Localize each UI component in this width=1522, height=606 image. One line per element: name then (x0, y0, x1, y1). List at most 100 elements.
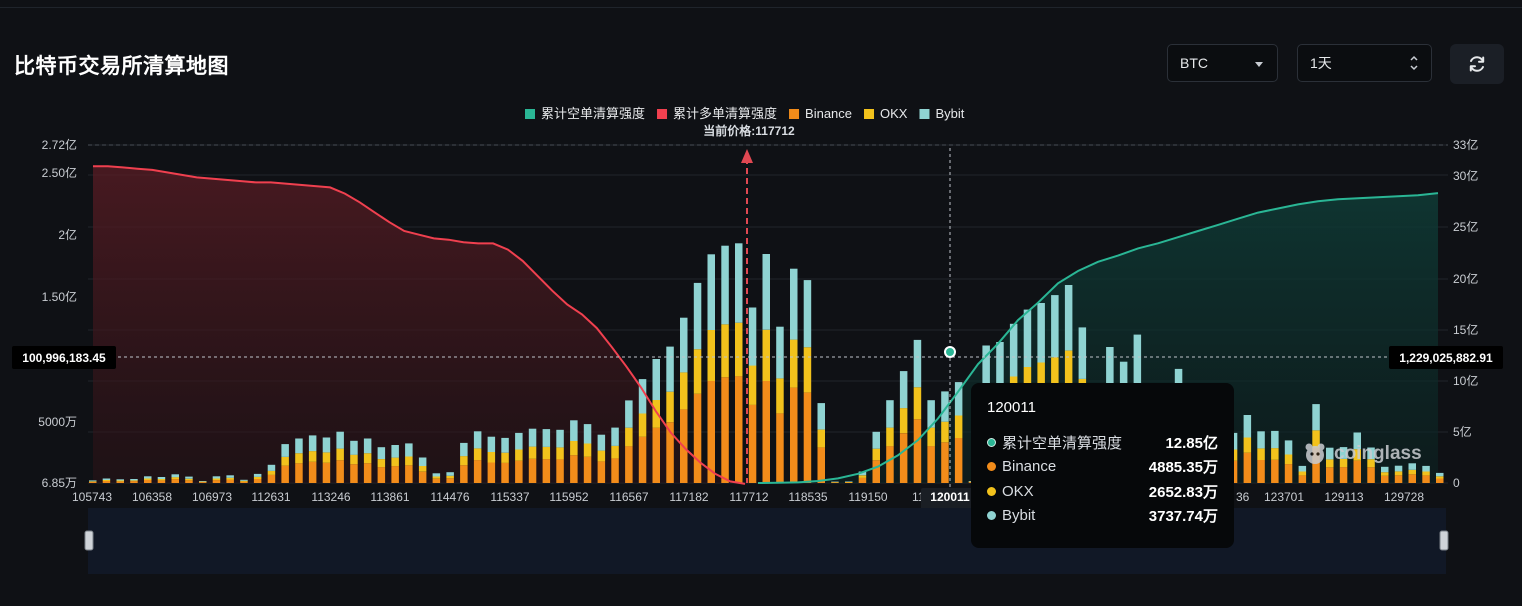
bar-okx (446, 475, 454, 479)
watermark-text: coinglass (1334, 443, 1422, 464)
bar-binance (1422, 475, 1430, 483)
bar-binance (556, 459, 564, 483)
bar-binance (446, 478, 454, 483)
bar-bybit (707, 254, 715, 330)
bar-binance (913, 419, 922, 483)
bar-okx (1312, 430, 1320, 448)
tooltip-row-okx: OKX 2652.83万 (987, 479, 1218, 504)
bar-okx (1298, 471, 1307, 476)
bar-okx (1243, 437, 1252, 453)
bar-binance (762, 381, 770, 483)
refresh-button[interactable] (1450, 44, 1504, 84)
legend-swatch (789, 109, 800, 119)
bar-binance (941, 442, 949, 483)
chevron-down-icon (1255, 62, 1263, 67)
bar-bybit (487, 436, 496, 452)
bar-okx (954, 415, 963, 438)
y-left-tick-label: 2亿 (58, 227, 77, 242)
bar-bybit (515, 432, 523, 450)
bar-binance (418, 471, 427, 483)
x-tick-label: 115952 (549, 490, 588, 504)
bar-binance (144, 480, 152, 483)
bar-binance (790, 387, 798, 483)
bar-okx (322, 452, 331, 463)
bar-okx (253, 476, 262, 479)
bar-okx (556, 447, 564, 460)
bar-bybit (666, 346, 674, 392)
bar-bybit (790, 268, 798, 340)
bar-okx (625, 427, 633, 447)
y-left-tick-label: 2.50亿 (42, 165, 77, 180)
bar-bybit (130, 479, 138, 481)
bar-binance (652, 427, 660, 483)
bar-bybit (185, 476, 193, 479)
bar-binance (638, 436, 647, 483)
bar-okx (790, 339, 798, 388)
bar-okx (583, 443, 592, 457)
bar-bybit (391, 445, 399, 458)
crosshair-right-tag (1389, 346, 1503, 369)
bar-okx (528, 446, 537, 459)
y-right-tick-label: 5亿 (1453, 424, 1472, 439)
bar-okx (144, 478, 152, 480)
symbol-select[interactable]: BTC (1167, 44, 1278, 82)
bar-bybit (89, 480, 97, 482)
bar-bybit (363, 438, 372, 454)
tooltip-label: OKX (1002, 482, 1034, 500)
bar-bybit (817, 403, 825, 430)
bar-okx (1037, 362, 1045, 403)
bar-bybit (1243, 415, 1252, 438)
tooltip-value: 12.85亿 (1165, 434, 1218, 452)
bar-binance (1243, 452, 1252, 483)
bar-binance (831, 482, 839, 483)
bar-bybit (652, 359, 660, 400)
bar-binance (899, 433, 908, 483)
y-right-tick-label: 20亿 (1453, 271, 1478, 286)
current-price-label: 当前价格:117712 (703, 123, 795, 138)
bar-binance (1339, 467, 1348, 483)
bar-okx (762, 329, 770, 381)
bar-bybit (831, 481, 839, 483)
bar-okx (295, 453, 303, 464)
bar-binance (542, 459, 551, 483)
bar-bybit (1381, 466, 1389, 473)
bar-binance (350, 464, 358, 483)
legend-label: OKX (880, 106, 908, 121)
bar-okx (418, 465, 427, 472)
x-tick-label: 115337 (490, 490, 529, 504)
bar-binance (954, 438, 963, 483)
bar-bybit (721, 245, 729, 325)
bar-okx (776, 378, 784, 414)
bar-binance (226, 479, 234, 483)
bar-bybit (377, 447, 386, 459)
crosshair-point (944, 346, 956, 358)
bar-bybit (597, 434, 606, 451)
bar-okx (473, 448, 482, 461)
legend-label: 累计多单清算强度 (673, 106, 777, 121)
bar-binance (1436, 478, 1444, 483)
x-tick-label: 114476 (430, 490, 469, 504)
bar-bybit (1064, 285, 1073, 351)
bar-okx (350, 454, 358, 465)
bar-bybit (748, 307, 757, 366)
bar-bybit (295, 438, 303, 454)
long-cumulative-area (93, 166, 745, 484)
bar-okx (281, 457, 289, 466)
range-select[interactable]: 1天 (1297, 44, 1432, 82)
bar-bybit (1271, 430, 1279, 449)
legend-label: Bybit (935, 106, 964, 121)
bar-bybit (1339, 447, 1348, 459)
tooltip-value: 3737.74万 (1148, 508, 1218, 526)
bar-binance (391, 466, 399, 483)
bar-bybit (1394, 465, 1403, 472)
bar-okx (858, 475, 867, 478)
bar-okx (831, 482, 839, 483)
bar-bybit (693, 282, 702, 350)
bar-okx (226, 477, 234, 480)
bar-binance (1326, 467, 1334, 483)
page-title: 比特币交易所清算地图 (14, 55, 229, 78)
bar-bybit (1284, 440, 1293, 455)
bar-okx (707, 330, 715, 381)
bar-bybit (1353, 432, 1361, 450)
